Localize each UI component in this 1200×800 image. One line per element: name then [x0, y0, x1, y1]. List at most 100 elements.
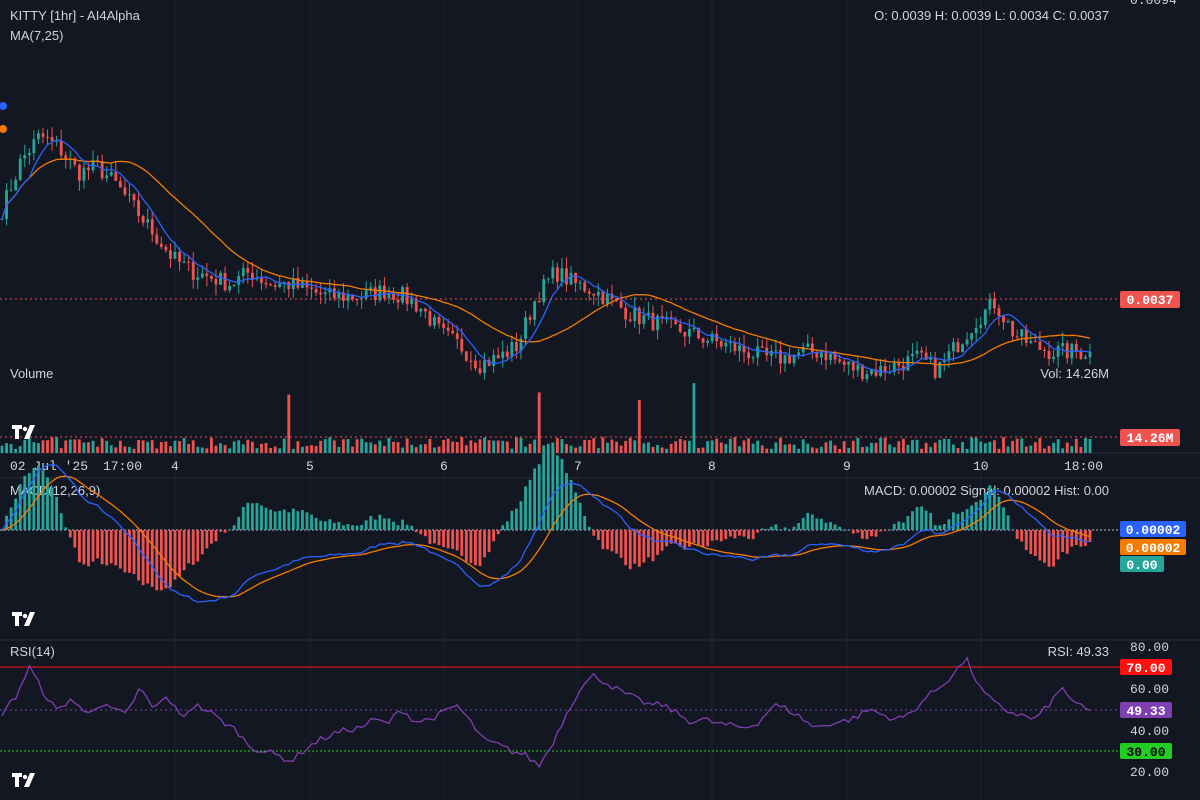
macd-hist-bar [1006, 515, 1010, 530]
macd-hist-bar [783, 527, 787, 530]
macd-hist-bar [155, 530, 159, 591]
volume-bar [751, 443, 755, 453]
candle-body [1011, 321, 1015, 337]
candle-body [392, 293, 395, 300]
volume-bar [1079, 446, 1083, 453]
candle-body [546, 278, 550, 280]
macd-hist-bar [241, 507, 245, 530]
candle-body [933, 357, 937, 378]
macd-hist-bar [405, 524, 409, 530]
macd-hist-bar [710, 530, 714, 541]
macd-tag: 0.00002 [1126, 523, 1181, 538]
volume-bar [697, 447, 700, 453]
volume-bar [1020, 438, 1024, 453]
volume-bar [323, 439, 327, 453]
volume-bar [146, 441, 150, 453]
macd-hist-bar [369, 515, 373, 530]
candle-body [159, 243, 163, 247]
candle-body [660, 315, 664, 318]
volume-bar [460, 437, 464, 453]
candle-body [1006, 321, 1010, 323]
candle-body [906, 356, 910, 371]
volume-bar [342, 439, 345, 453]
volume-bar [742, 440, 746, 453]
candle-body [1047, 350, 1051, 360]
rsi-tick: 20.00 [1130, 765, 1169, 780]
macd-hist-bar [756, 530, 760, 533]
volume-bar [419, 444, 423, 453]
volume-bar [897, 441, 901, 453]
macd-hist-bar [715, 530, 719, 541]
macd-hist-bar [1070, 530, 1074, 547]
macd-hist-bar [738, 530, 741, 536]
volume-bar [779, 437, 782, 453]
volume-bar [674, 441, 678, 453]
candle-body [59, 140, 63, 156]
time-tick: 17:00 [103, 459, 142, 474]
volume-bar [820, 446, 823, 453]
candle-body [847, 361, 851, 365]
candle-body [423, 308, 427, 312]
volume-bar [50, 437, 54, 453]
candle-body [196, 277, 200, 280]
candle-body [801, 346, 805, 353]
candle-body [278, 283, 282, 288]
macd-hist-bar [487, 530, 491, 553]
candle-body [715, 333, 719, 342]
candle-body [574, 272, 578, 284]
candle-body [55, 140, 59, 142]
volume-bar [260, 443, 263, 453]
macd-hist-bar [14, 498, 18, 530]
macd-hist-bar [546, 449, 550, 530]
candle-body [988, 298, 992, 310]
candle-body [250, 272, 254, 280]
macd-hist-bar [842, 529, 846, 531]
macd-hist-bar [219, 530, 222, 532]
macd-hist-bar [624, 530, 628, 566]
macd-hist-bar [37, 465, 40, 530]
macd-hist-bar [583, 515, 587, 530]
volume-bar [565, 444, 568, 453]
macd-hist-bar [587, 526, 591, 530]
candle-body [947, 351, 951, 360]
macd-hist-bar [123, 530, 127, 573]
volume-bar [865, 446, 869, 453]
macd-hist-bar [633, 530, 637, 564]
volume-bar [610, 439, 614, 453]
macd-hist-bar [697, 530, 700, 545]
volume-bar [232, 441, 236, 453]
volume-bar [91, 440, 95, 453]
macd-hist-bar [806, 512, 810, 530]
macd-hist-bar [792, 526, 796, 530]
candle-body [860, 364, 864, 380]
volume-bar [715, 438, 719, 453]
volume-bar [23, 439, 27, 453]
volume-bar [933, 442, 937, 453]
macd-hist-bar [874, 530, 878, 537]
candle-body [911, 353, 914, 357]
candle-body [678, 324, 682, 332]
volume-bar [647, 442, 650, 453]
macd-hist-bar [760, 528, 764, 530]
macd-hist-bar [801, 517, 805, 530]
volume-bar [141, 440, 145, 453]
volume-bar [1070, 446, 1074, 453]
volume-bar [269, 448, 272, 453]
candle-body [451, 330, 455, 334]
macd-hist-bar [182, 530, 186, 571]
candle-body [560, 268, 564, 282]
macd-hist-bar [797, 522, 801, 530]
macd-hist-bar [264, 507, 268, 530]
volume-bar [287, 394, 291, 453]
volume-bar [159, 442, 163, 453]
candle-body [719, 341, 723, 347]
macd-hist-bar [533, 468, 537, 530]
macd-hist-bar [282, 509, 286, 530]
candle-body [747, 352, 750, 359]
macd-hist-bar [346, 524, 350, 530]
volume-bar [1006, 446, 1010, 453]
macd-hist-bar [150, 530, 154, 587]
volume-bar [27, 437, 31, 453]
volume-bar [774, 442, 778, 453]
